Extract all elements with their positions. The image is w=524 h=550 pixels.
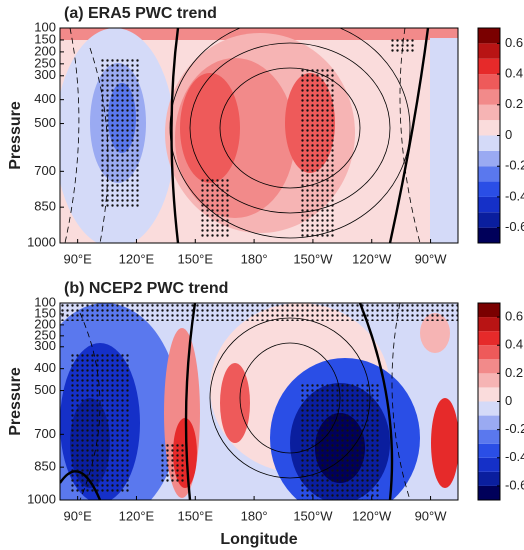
colorbar-segment <box>478 415 500 430</box>
colorbar-segment <box>478 471 500 486</box>
colorbar-segment <box>478 227 500 243</box>
x-tick-label: 180° <box>241 251 268 266</box>
y-tick-label: 500 <box>34 382 56 397</box>
y-tick-label: 150 <box>34 31 56 46</box>
y-tick-label: 250 <box>34 327 56 342</box>
colorbar-segment <box>478 150 500 167</box>
colorbar-tick-label: -0.4 <box>505 449 524 464</box>
x-tick-label: 90°W <box>415 251 448 266</box>
colorbar-tick-label: 0.2 <box>505 365 523 380</box>
colorbar-segment <box>478 120 500 136</box>
field-b <box>60 303 458 500</box>
panel-title: (b) NCEP2 PWC trend <box>64 280 228 297</box>
colorbar-tick-label: -0.6 <box>505 477 524 492</box>
x-tick-label: 180° <box>241 508 268 523</box>
y-tick-label: 1000 <box>27 234 56 249</box>
y-tick-label: 850 <box>34 199 56 214</box>
y-tick-label: 100 <box>34 19 56 34</box>
x-tick-label: 150°W <box>293 251 333 266</box>
field-a <box>60 28 458 243</box>
colorbar-tick-label: 0 <box>505 127 512 142</box>
y-tick-label: 400 <box>34 91 56 106</box>
plot-frame <box>59 27 459 244</box>
colorbar-segment <box>478 317 500 332</box>
y-tick-label: 200 <box>34 43 56 58</box>
colorbar-segment <box>478 331 500 346</box>
x-axis-label: Longitude <box>220 531 297 548</box>
colorbar-segment <box>478 443 500 458</box>
y-tick-label: 200 <box>34 316 56 331</box>
x-tick-label: 150°E <box>177 251 213 266</box>
y-tick-label: 100 <box>34 294 56 309</box>
colorbar-tick-label: 0.6 <box>505 35 523 50</box>
colorbar-segment <box>478 28 500 44</box>
colorbar-segment <box>478 89 500 105</box>
y-tick-label: 700 <box>34 426 56 441</box>
colorbar-segment <box>478 401 500 416</box>
x-tick-label: 120°E <box>119 508 155 523</box>
y-tick-label: 700 <box>34 163 56 178</box>
colorbar-tick-label: -0.2 <box>505 158 524 173</box>
colorbar-segment <box>478 166 500 182</box>
y-axis-label: Pressure <box>7 367 24 436</box>
colorbar-segment <box>478 104 500 121</box>
y-tick-label: 150 <box>34 305 56 320</box>
colorbar-segment <box>478 212 500 228</box>
colorbar-segment <box>478 74 500 90</box>
panel-title: (a) ERA5 PWC trend <box>64 5 217 22</box>
x-tick-label: 90°E <box>63 251 92 266</box>
colorbar-segment <box>478 181 500 197</box>
colorbar-segment <box>478 387 500 402</box>
x-tick-label: 90°W <box>415 508 448 523</box>
y-tick-label: 250 <box>34 55 56 70</box>
colorbar-tick-label: 0.4 <box>505 66 523 81</box>
colorbar-segment <box>478 43 500 59</box>
x-tick-label: 120°W <box>352 508 392 523</box>
colorbar-segment <box>478 457 500 472</box>
colorbar-segment <box>478 485 500 500</box>
colorbar-tick-label: 0.6 <box>505 309 523 324</box>
y-tick-label: 300 <box>34 67 56 82</box>
y-tick-label: 400 <box>34 360 56 375</box>
colorbar-tick-label: -0.4 <box>505 188 524 203</box>
x-tick-label: 120°W <box>352 251 392 266</box>
y-tick-label: 850 <box>34 459 56 474</box>
colorbar-segment <box>478 359 500 374</box>
colorbar-segment <box>478 373 500 388</box>
x-tick-label: 120°E <box>119 251 155 266</box>
x-tick-label: 150°W <box>293 508 333 523</box>
x-tick-label: 90°E <box>63 508 92 523</box>
y-tick-label: 300 <box>34 338 56 353</box>
colorbar-tick-label: -0.6 <box>505 219 524 234</box>
plot-frame <box>59 302 459 501</box>
colorbar-tick-label: -0.2 <box>505 421 524 436</box>
y-tick-label: 500 <box>34 115 56 130</box>
colorbar-segment <box>478 303 500 318</box>
colorbar-segment <box>478 58 500 75</box>
colorbar-tick-label: 0.4 <box>505 337 523 352</box>
y-axis-label: Pressure <box>7 101 24 170</box>
x-tick-label: 150°E <box>177 508 213 523</box>
colorbar-segment <box>478 429 500 444</box>
colorbar-segment <box>478 196 500 213</box>
colorbar-segment <box>478 345 500 360</box>
y-tick-label: 1000 <box>27 491 56 506</box>
colorbar-segment <box>478 135 500 151</box>
colorbar-tick-label: 0 <box>505 393 512 408</box>
colorbar-tick-label: 0.2 <box>505 96 523 111</box>
